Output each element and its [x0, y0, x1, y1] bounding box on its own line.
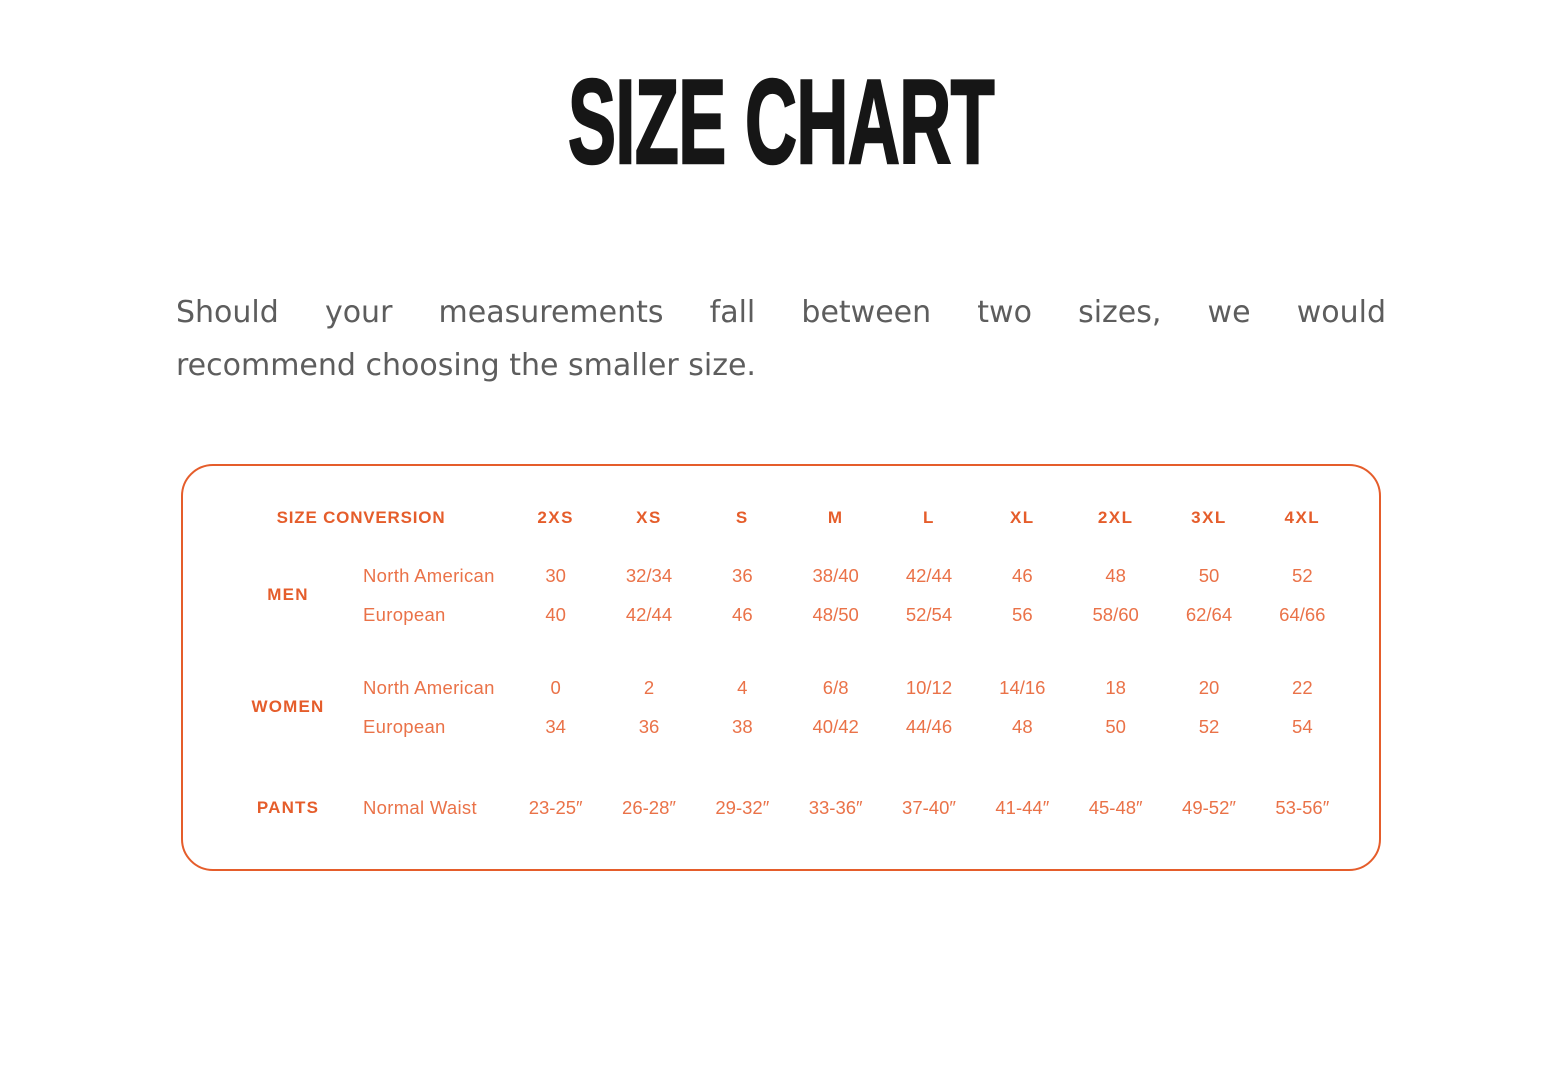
size-value: 50 — [1198, 565, 1220, 586]
size-value: 54 — [1292, 716, 1313, 737]
size-group-men: MEN North American 30 32/34 36 38/40 42/… — [213, 556, 1349, 634]
size-value: 14/16 — [999, 677, 1046, 698]
size-column-header-l: L — [923, 508, 935, 527]
size-value: 52 — [1292, 565, 1313, 586]
size-value: 26-28″ — [622, 797, 676, 818]
size-column-header-4xl: 4XL — [1284, 508, 1321, 527]
intro-paragraph: Should your measurements fall between tw… — [176, 286, 1386, 392]
size-value: 30 — [545, 565, 566, 586]
intro-line-1: Should your measurements fall between tw… — [176, 295, 1386, 330]
size-value: 2 — [643, 677, 655, 698]
size-value: 42/44 — [625, 604, 673, 625]
size-group-women: WOMEN North American 0 2 4 6/8 10/12 14/… — [213, 668, 1349, 746]
row-name-women-european: European — [363, 716, 446, 737]
size-value: 23-25″ — [528, 797, 583, 818]
size-value: 36 — [732, 565, 753, 586]
size-value: 45-48″ — [1088, 797, 1143, 818]
row-name-pants-normal-waist: Normal Waist — [363, 797, 477, 818]
size-value: 41-44″ — [995, 797, 1050, 818]
row-name-men-north-american: North American — [363, 565, 495, 586]
size-value: 46 — [732, 604, 753, 625]
row-name-men-european: European — [363, 604, 446, 625]
size-value: 42/44 — [905, 565, 953, 586]
size-value: 53-56″ — [1275, 797, 1330, 818]
size-value: 22 — [1292, 677, 1313, 698]
size-value: 29-32″ — [715, 797, 770, 818]
size-value: 10/12 — [905, 677, 953, 698]
size-value: 4 — [737, 677, 748, 698]
size-value: 40/42 — [812, 716, 859, 737]
size-value: 38 — [732, 716, 753, 737]
size-value: 48/50 — [812, 604, 859, 625]
size-column-header-2xl: 2XL — [1097, 508, 1134, 527]
size-value: 64/66 — [1279, 604, 1326, 625]
size-conversion-label: SIZE CONVERSION — [276, 508, 446, 527]
size-value: 33-36″ — [808, 797, 863, 818]
size-value: 48 — [1105, 565, 1126, 586]
size-value: 18 — [1105, 677, 1126, 698]
size-value: 0 — [550, 677, 561, 698]
size-value: 32/34 — [625, 565, 673, 586]
size-value: 36 — [638, 716, 660, 737]
size-value: 56 — [1012, 604, 1033, 625]
size-value: 58/60 — [1092, 604, 1139, 625]
size-table-header-row: SIZE CONVERSION 2XS XS S M L XL 2XL 3XL … — [213, 508, 1349, 528]
size-value: 52 — [1198, 716, 1220, 737]
title-block: SIZE CHART — [0, 55, 1562, 189]
size-value: 52/54 — [905, 604, 953, 625]
row-name-women-north-american: North American — [363, 677, 495, 698]
size-value: 34 — [545, 716, 566, 737]
size-column-header-xs: XS — [636, 508, 662, 527]
size-value: 40 — [545, 604, 566, 625]
group-label-women: WOMEN — [251, 697, 325, 716]
size-chart-card: SIZE CONVERSION 2XS XS S M L XL 2XL 3XL … — [181, 464, 1381, 871]
size-value: 46 — [1012, 565, 1033, 586]
size-column-header-xl: XL — [1009, 508, 1035, 527]
size-value: 38/40 — [812, 565, 859, 586]
size-value: 37-40″ — [902, 797, 956, 818]
size-value: 48 — [1012, 716, 1033, 737]
size-column-header-m: M — [827, 508, 844, 527]
group-label-pants: PANTS — [256, 797, 320, 817]
size-column-header-3xl: 3XL — [1191, 508, 1227, 527]
size-value: 44/46 — [905, 716, 953, 737]
page-title: SIZE CHART — [567, 55, 995, 189]
size-value: 20 — [1198, 677, 1220, 698]
size-value: 49-52″ — [1182, 797, 1236, 818]
size-column-header-s: S — [735, 508, 749, 527]
intro-line-2: recommend choosing the smaller size. — [176, 348, 756, 383]
size-column-header-2xs: 2XS — [537, 508, 574, 527]
size-value: 6/8 — [822, 677, 849, 698]
size-group-pants: PANTS Normal Waist 23-25″ 26-28″ 29-32″ … — [213, 788, 1349, 827]
size-value: 50 — [1105, 716, 1126, 737]
size-value: 62/64 — [1185, 604, 1233, 625]
group-label-men: MEN — [267, 585, 309, 604]
